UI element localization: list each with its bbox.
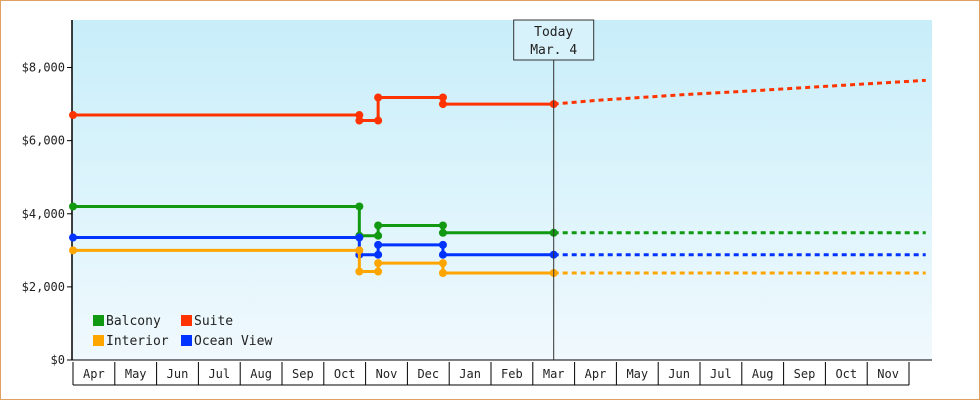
data-point-balcony: [374, 221, 383, 230]
x-tick-label: Jun: [167, 367, 189, 381]
data-point-ocean-view: [355, 233, 364, 242]
legend-swatch-ocean-view: [181, 335, 192, 346]
legend-swatch-balcony: [93, 315, 104, 326]
x-tick-label: Jul: [208, 367, 230, 381]
x-tick-label: Dec: [417, 367, 439, 381]
data-point-ocean-view: [438, 250, 447, 259]
data-point-suite: [355, 116, 364, 125]
data-point-interior: [69, 246, 77, 255]
x-tick-label: May: [626, 367, 648, 381]
x-tick-label: Jul: [710, 367, 732, 381]
x-tick-label: Nov: [877, 367, 899, 381]
x-tick-label: Mar: [543, 367, 565, 381]
data-point-ocean-view: [374, 250, 383, 259]
x-tick-label: Oct: [835, 367, 857, 381]
plot-area: [72, 20, 932, 360]
data-point-balcony: [438, 221, 447, 230]
x-tick-label: Aug: [752, 367, 774, 381]
data-point-suite: [438, 100, 447, 109]
data-point-balcony: [69, 202, 77, 211]
x-tick-label: Apr: [585, 367, 607, 381]
data-point-balcony: [374, 231, 383, 240]
data-point-suite: [69, 111, 77, 120]
today-label: Today: [534, 25, 573, 40]
y-tick-label: $8,000: [22, 61, 65, 75]
x-tick-label: Apr: [83, 367, 105, 381]
legend-label-suite: Suite: [194, 314, 233, 329]
data-point-interior: [438, 268, 447, 277]
data-point-interior: [438, 259, 447, 268]
today-box: [513, 19, 595, 61]
data-point-suite: [438, 93, 447, 102]
data-point-ocean-view: [438, 240, 447, 249]
legend-label-ocean-view: Ocean View: [194, 334, 272, 349]
forecast-line-suite: [553, 78, 926, 106]
y-tick-label: $6,000: [22, 134, 65, 148]
x-tick-label: Feb: [501, 367, 523, 381]
data-point-interior: [355, 246, 364, 255]
data-point-ocean-view: [69, 233, 77, 242]
y-tick-label: $2,000: [22, 280, 65, 294]
data-point-interior: [355, 267, 364, 276]
x-tick-label: Nov: [376, 367, 398, 381]
x-tick-label: Aug: [250, 367, 272, 381]
data-point-ocean-view: [374, 240, 383, 249]
x-tick-label: May: [125, 367, 147, 381]
y-tick-label: $0: [51, 353, 65, 367]
data-point-suite: [374, 93, 383, 102]
x-tick-label: Oct: [334, 367, 356, 381]
data-point-balcony: [355, 202, 364, 211]
data-point-interior: [374, 267, 383, 276]
data-point-suite: [355, 111, 364, 120]
x-tick-label: Sep: [794, 367, 816, 381]
x-tick-label: Jan: [459, 367, 481, 381]
today-date: Mar. 4: [530, 43, 577, 58]
legend-label-balcony: Balcony: [106, 314, 161, 329]
legend-swatch-interior: [93, 335, 104, 346]
legend-swatch-suite: [181, 315, 192, 326]
x-tick-label: Jun: [668, 367, 690, 381]
data-point-suite: [374, 116, 383, 125]
data-point-interior: [374, 259, 383, 268]
legend-label-interior: Interior: [106, 334, 169, 349]
x-tick-label: Sep: [292, 367, 314, 381]
y-tick-label: $4,000: [22, 207, 65, 221]
data-point-balcony: [438, 228, 447, 237]
